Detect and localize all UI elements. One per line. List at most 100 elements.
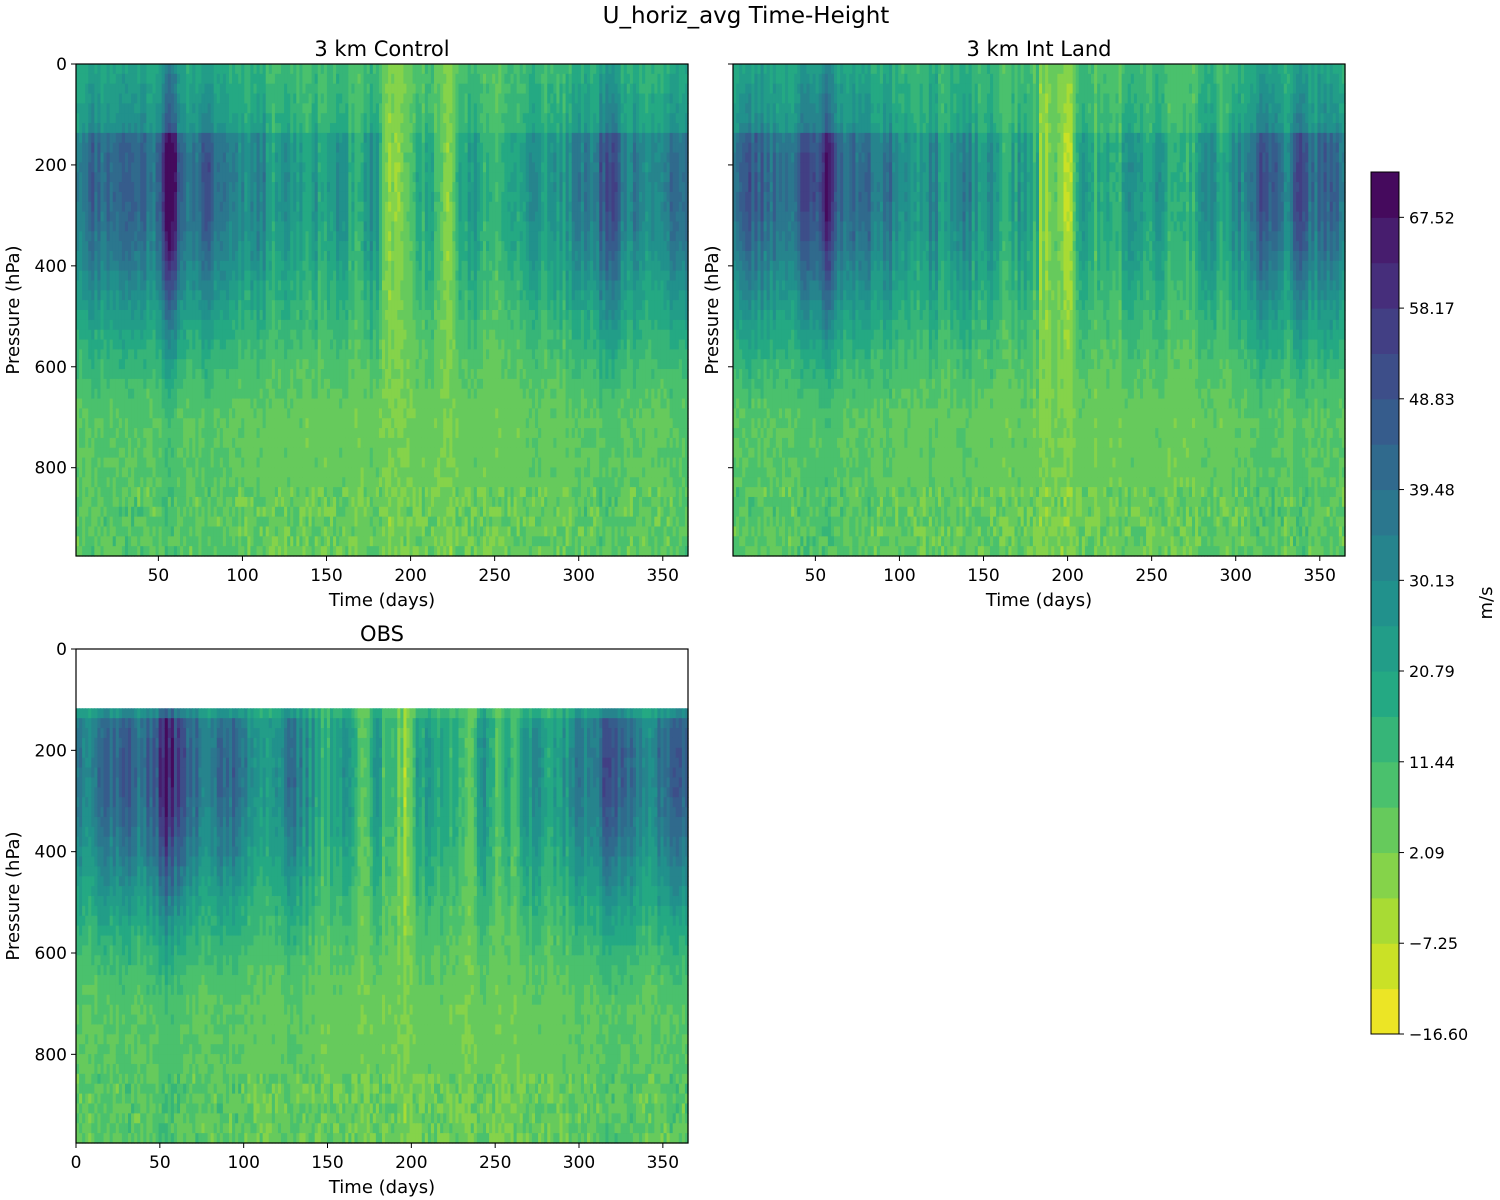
heatmap-cell <box>183 319 187 331</box>
heatmap-cell <box>118 536 123 547</box>
heatmap-cell <box>79 83 83 95</box>
heatmap-cell <box>94 250 99 262</box>
heatmap-cell <box>183 378 187 390</box>
heatmap-cell <box>253 221 258 232</box>
heatmap-cell <box>128 231 132 242</box>
heatmap-cell <box>140 339 144 350</box>
heatmap-cell <box>76 526 80 537</box>
heatmap-cell <box>207 536 212 547</box>
heatmap-cell <box>106 457 111 469</box>
heatmap-cell <box>198 191 203 203</box>
heatmap-cell <box>134 191 138 203</box>
heatmap-cell <box>235 329 239 341</box>
heatmap-cell <box>109 260 114 272</box>
heatmap-cell <box>103 536 108 547</box>
heatmap-cell <box>140 241 144 252</box>
heatmap-cell <box>128 319 132 331</box>
heatmap-cell <box>204 201 209 213</box>
heatmap-cell <box>180 270 184 282</box>
heatmap-cell <box>97 83 102 95</box>
heatmap-cell <box>88 467 92 478</box>
heatmap-cell <box>244 182 248 193</box>
heatmap-cell <box>155 487 160 498</box>
heatmap-cell <box>192 359 196 370</box>
heatmap-cell <box>238 191 242 203</box>
heatmap-cell <box>91 467 95 478</box>
heatmap-cell <box>262 231 267 242</box>
heatmap-cell <box>140 201 144 213</box>
heatmap-cell <box>253 93 258 104</box>
heatmap-cell <box>180 191 184 203</box>
heatmap-cell <box>186 250 190 262</box>
heatmap-cell <box>146 132 151 144</box>
heatmap-cell <box>219 270 224 282</box>
heatmap-cell <box>134 477 138 488</box>
heatmap-cell <box>155 142 160 154</box>
heatmap-cell <box>94 359 99 370</box>
heatmap-cell <box>164 270 169 282</box>
heatmap-cell <box>146 526 151 537</box>
heatmap-cell <box>259 516 264 528</box>
heatmap-cell <box>94 310 99 321</box>
heatmap-cell <box>149 123 154 134</box>
heatmap-cell <box>241 201 245 213</box>
heatmap-cell <box>118 221 123 232</box>
heatmap-cell <box>85 369 89 380</box>
heatmap-cell <box>256 457 261 469</box>
heatmap-cell <box>118 388 123 400</box>
heatmap-cell <box>195 418 199 429</box>
heatmap-cell <box>250 339 255 350</box>
heatmap-cell <box>253 172 258 183</box>
heatmap-cell <box>241 319 245 331</box>
heatmap-cell <box>229 64 233 75</box>
heatmap-cell <box>250 516 255 528</box>
heatmap-cell <box>109 359 114 370</box>
heatmap-cell <box>170 172 175 183</box>
heatmap-cell <box>146 191 151 203</box>
heatmap-cell <box>170 437 175 449</box>
heatmap-cell <box>180 280 184 291</box>
heatmap-cell <box>103 172 108 183</box>
heatmap-cell <box>94 270 99 282</box>
heatmap-cell <box>115 270 120 282</box>
heatmap-cell <box>161 211 166 223</box>
heatmap-cell <box>164 103 169 114</box>
heatmap-cell <box>115 73 120 85</box>
heatmap-cell <box>124 310 129 321</box>
heatmap-cell <box>128 300 132 311</box>
heatmap-cell <box>112 250 117 262</box>
heatmap-cell <box>131 152 135 163</box>
heatmap-cell <box>91 123 95 134</box>
heatmap-cell <box>109 349 114 360</box>
heatmap-cell <box>216 201 221 213</box>
heatmap-cell <box>204 103 209 114</box>
heatmap-cell <box>88 496 92 508</box>
heatmap-cell <box>173 142 178 154</box>
heatmap-cell <box>88 201 92 213</box>
heatmap-cell <box>100 408 105 419</box>
heatmap-cell <box>106 93 111 104</box>
heatmap-cell <box>229 191 233 203</box>
heatmap-cell <box>167 398 172 409</box>
heatmap-cell <box>88 339 92 350</box>
heatmap-cell <box>247 113 252 124</box>
heatmap-cell <box>134 418 138 429</box>
heatmap-cell <box>170 132 175 144</box>
heatmap-cell <box>106 113 111 124</box>
heatmap-cell <box>121 201 126 213</box>
heatmap-cell <box>109 103 114 114</box>
heatmap-cell <box>210 496 215 508</box>
heatmap-cell <box>241 536 245 547</box>
heatmap-cell <box>112 428 117 439</box>
heatmap-cell <box>207 172 212 183</box>
heatmap-cell <box>173 162 178 173</box>
heatmap-cell <box>79 388 83 400</box>
heatmap-cell <box>100 113 105 124</box>
heatmap-cell <box>161 369 166 380</box>
heatmap-cell <box>229 280 233 291</box>
heatmap-cell <box>192 506 196 518</box>
heatmap-cell <box>137 300 141 311</box>
heatmap-cell <box>85 398 89 409</box>
heatmap-cell <box>201 211 206 223</box>
heatmap-cell <box>152 132 157 144</box>
